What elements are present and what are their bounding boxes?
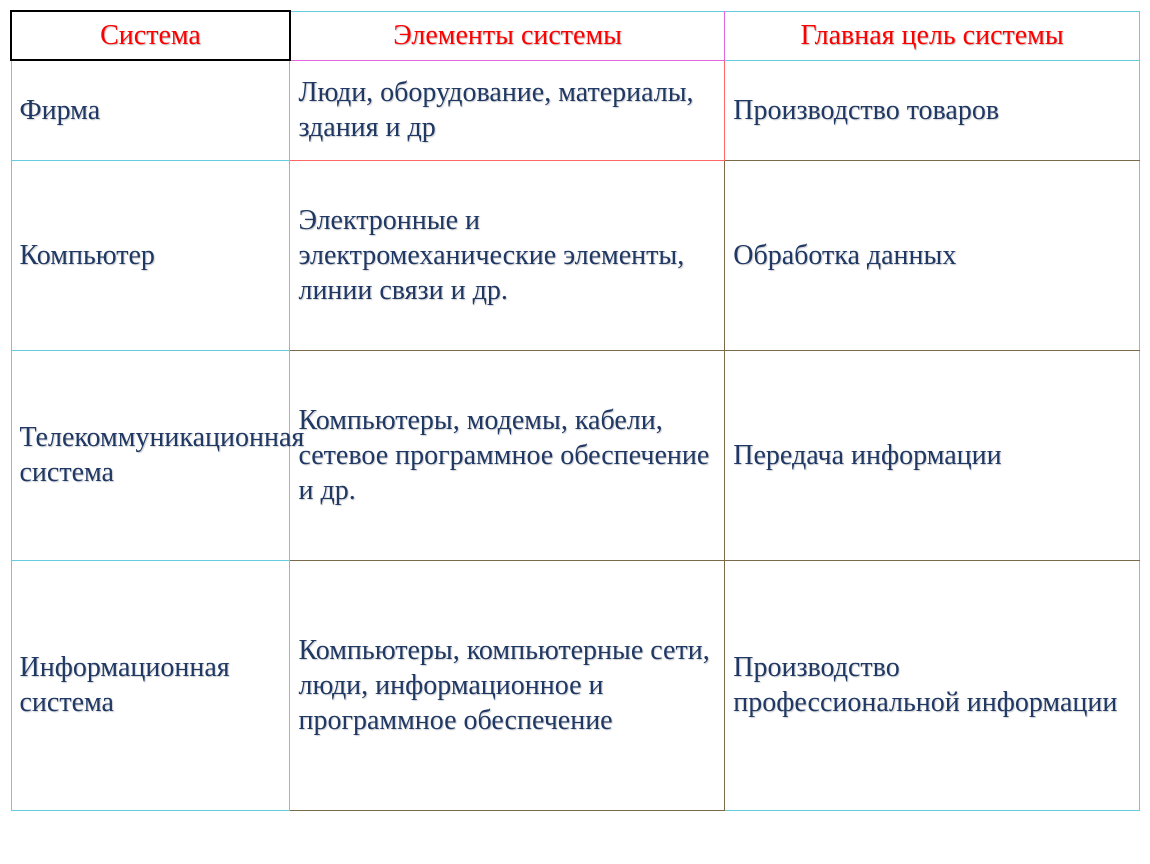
cell-goal: Производство товаров [725, 60, 1140, 160]
table-row: Фирма Люди, оборудование, материалы, зда… [11, 60, 1140, 160]
table-row: Компьютер Электронные и электромеханичес… [11, 160, 1140, 350]
table-row: Телекоммуникационная система Компьютеры,… [11, 350, 1140, 560]
header-elements: Элементы системы [290, 11, 725, 60]
systems-table: Система Элементы системы Главная цель си… [10, 10, 1140, 811]
cell-system: Компьютер [11, 160, 290, 350]
cell-system: Информационная система [11, 560, 290, 810]
table-row: Информационная система Компьютеры, компь… [11, 560, 1140, 810]
header-goal: Главная цель системы [725, 11, 1140, 60]
header-system: Система [11, 11, 290, 60]
cell-elements: Компьютеры, компьютерные сети, люди, инф… [290, 560, 725, 810]
table-header-row: Система Элементы системы Главная цель си… [11, 11, 1140, 60]
cell-elements: Компьютеры, модемы, кабели, сетевое прог… [290, 350, 725, 560]
cell-goal: Передача информации [725, 350, 1140, 560]
cell-goal: Обработка данных [725, 160, 1140, 350]
cell-system: Фирма [11, 60, 290, 160]
cell-elements: Электронные и электромеханические элемен… [290, 160, 725, 350]
cell-system: Телекоммуникационная система [11, 350, 290, 560]
cell-goal: Производство профессиональной информации [725, 560, 1140, 810]
cell-elements: Люди, оборудование, материалы, здания и … [290, 60, 725, 160]
